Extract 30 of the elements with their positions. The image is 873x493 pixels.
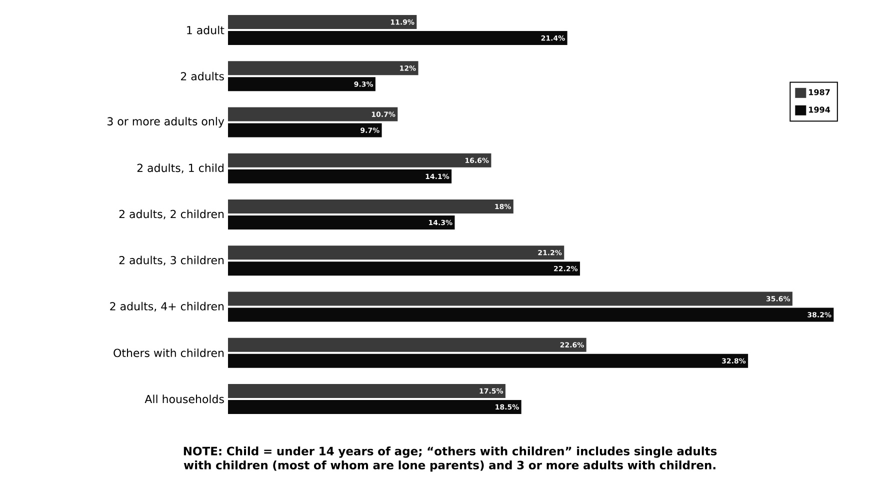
text: NOTE: Child = under 14 years of age; “others with children” includes single adults with children (most of whom are lone parents) and 3 or more adults with children. xyxy=(184,446,717,472)
y-tick-label: 2 adults, 1 child xyxy=(137,164,224,174)
bar xyxy=(228,153,492,168)
y-tick-label: Others with children xyxy=(114,348,224,358)
bar xyxy=(228,216,455,230)
bar xyxy=(228,31,568,46)
y-tick-label: 2 adults xyxy=(180,72,224,80)
legend-label: 1987 xyxy=(809,89,830,96)
bar xyxy=(228,338,586,352)
bar xyxy=(228,246,564,260)
bar xyxy=(228,61,418,76)
y-tick-label: 3 or more adults only xyxy=(108,116,224,128)
bar xyxy=(228,354,748,368)
legend-label: 1994 xyxy=(809,106,830,113)
y-tick-label: 2 adults, 4+ children xyxy=(110,302,224,312)
bar xyxy=(228,384,506,398)
y-tick-label: 2 adults, 3 children xyxy=(119,256,224,266)
bar xyxy=(228,262,580,276)
bar xyxy=(228,107,398,122)
bar xyxy=(228,77,376,92)
bar xyxy=(228,400,522,414)
y-tick-label: All households xyxy=(144,394,224,404)
bar xyxy=(228,292,792,306)
bar xyxy=(228,200,514,214)
bar xyxy=(228,15,417,30)
bar xyxy=(228,308,834,322)
y-tick-label: 1 adult xyxy=(187,26,224,34)
bar xyxy=(228,123,382,138)
y-tick-label: 2 adults, 2 children xyxy=(119,210,224,220)
bar xyxy=(228,169,452,184)
